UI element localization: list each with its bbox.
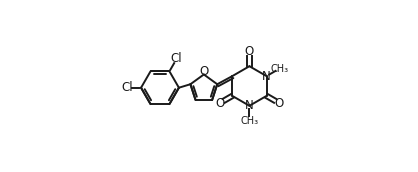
Text: CH₃: CH₃: [270, 63, 289, 74]
Text: Cl: Cl: [121, 81, 133, 94]
Text: Cl: Cl: [171, 52, 182, 66]
Text: N: N: [245, 99, 254, 112]
Text: O: O: [215, 97, 224, 110]
Text: N: N: [262, 70, 271, 83]
Text: O: O: [245, 45, 254, 58]
Text: CH₃: CH₃: [240, 116, 258, 126]
Text: O: O: [199, 64, 209, 78]
Text: O: O: [275, 97, 284, 110]
